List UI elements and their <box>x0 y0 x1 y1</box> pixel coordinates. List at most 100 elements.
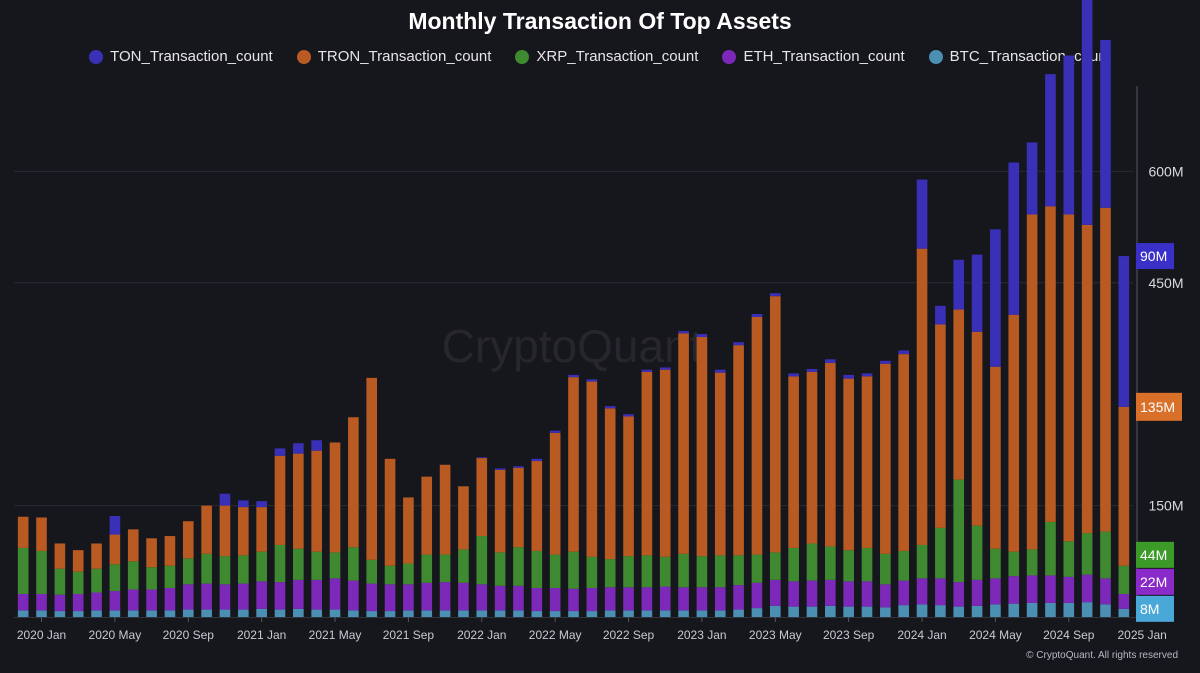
bar-segment <box>146 567 157 590</box>
legend-item[interactable]: TON_Transaction_count <box>89 48 273 65</box>
legend-item[interactable]: XRP_Transaction_count <box>515 48 698 65</box>
legend-swatch <box>515 49 530 64</box>
bar-segment <box>1063 214 1075 542</box>
bar-segment <box>586 588 598 612</box>
bar-segment <box>714 587 726 611</box>
bar-segment <box>568 588 579 612</box>
bar-segment <box>1100 578 1111 605</box>
bar-segment <box>403 584 414 611</box>
bar-segment <box>1008 314 1020 552</box>
bar-segment <box>1118 565 1130 594</box>
bar-segment <box>458 610 469 617</box>
bar-segment <box>91 592 102 611</box>
bar-segment <box>348 417 359 548</box>
bar-segment <box>696 334 708 338</box>
bar-segment <box>329 578 341 610</box>
bar-segment <box>898 605 910 617</box>
bar-segment <box>641 587 653 611</box>
x-tick-label: 2025 Jan <box>1117 628 1166 642</box>
bar-segment <box>880 553 891 585</box>
x-tick-label: 2021 Sep <box>383 628 435 642</box>
bar-segment <box>348 610 359 617</box>
bar-segment <box>494 552 506 586</box>
bars <box>17 0 1130 617</box>
bar-segment <box>1081 533 1093 575</box>
bar-segment <box>164 565 176 589</box>
bar-segment <box>678 610 689 617</box>
bar-segment <box>769 579 781 606</box>
bar-segment <box>843 550 854 582</box>
bar-segment <box>531 461 543 551</box>
bar-segment <box>824 363 836 547</box>
bar-segment <box>274 609 286 617</box>
bar-segment <box>256 551 267 582</box>
legend-item[interactable]: TRON_Transaction_count <box>296 48 491 65</box>
bar-segment <box>1008 576 1020 604</box>
legend-label: ETH_Transaction_count <box>743 48 905 65</box>
bar-segment <box>861 373 873 377</box>
last-value-labels: 8M 22M 44M 135M 90M <box>1136 243 1182 622</box>
bar-segment <box>568 611 579 617</box>
bar-segment <box>293 579 304 609</box>
bar-segment <box>568 551 579 589</box>
bar-segment <box>274 455 286 545</box>
bar-segment <box>604 406 616 409</box>
bar-segment <box>531 588 543 612</box>
bar-segment <box>733 585 744 610</box>
x-tick-label: 2020 May <box>89 628 142 642</box>
bar-segment <box>293 548 304 580</box>
bar-segment <box>329 552 341 579</box>
bar-segment <box>219 493 231 506</box>
x-tick-label: 2021 May <box>309 628 362 642</box>
bar-segment <box>54 611 66 617</box>
bar-segment <box>237 500 249 508</box>
x-tick-label: 2020 Jan <box>17 628 66 642</box>
bar-segment <box>201 505 212 554</box>
bar-segment <box>384 458 396 566</box>
bar-segment <box>36 550 47 594</box>
last-value-text: 22M <box>1140 574 1167 590</box>
bar-segment <box>714 369 726 373</box>
bar-segment <box>714 610 726 617</box>
x-tick-label: 2024 Sep <box>1043 628 1095 642</box>
bar-segment <box>880 363 891 554</box>
bar-segment <box>751 313 763 317</box>
legend-item[interactable]: ETH_Transaction_count <box>722 48 905 65</box>
bar-segment <box>935 324 946 528</box>
bar-segment <box>843 581 854 607</box>
bar-segment <box>311 609 323 617</box>
bar-segment <box>861 606 873 617</box>
bar-segment <box>1118 256 1130 407</box>
bar-segment <box>127 561 139 590</box>
bar-segment <box>623 556 634 588</box>
bar-segment <box>880 607 891 617</box>
x-tick-label: 2021 Jan <box>237 628 286 642</box>
bar-segment <box>953 309 965 480</box>
legend-swatch <box>296 49 311 64</box>
bar-segment <box>880 584 891 608</box>
bar-segment <box>164 536 176 566</box>
bar-segment <box>366 611 378 617</box>
bar-segment <box>256 507 267 552</box>
bar-segment <box>1100 39 1111 208</box>
bar-segment <box>256 501 267 508</box>
bar-segment <box>1118 406 1130 566</box>
bar-segment <box>586 556 598 589</box>
bar-segment <box>366 559 378 584</box>
bar-segment <box>788 581 799 607</box>
bar-segment <box>751 316 763 555</box>
bar-segment <box>678 331 689 334</box>
bar-segment <box>36 517 47 551</box>
bar-segment <box>36 610 47 617</box>
bar-segment <box>696 587 708 611</box>
bar-segment <box>733 342 744 346</box>
bar-segment <box>935 605 946 617</box>
bar-segment <box>659 610 671 617</box>
bar-segment <box>714 372 726 556</box>
bar-segment <box>935 527 946 579</box>
bar-segment <box>971 331 983 526</box>
bar-segment <box>788 376 799 548</box>
bar-segment <box>714 555 726 588</box>
bar-segment <box>494 469 506 553</box>
bar-segment <box>935 305 946 325</box>
